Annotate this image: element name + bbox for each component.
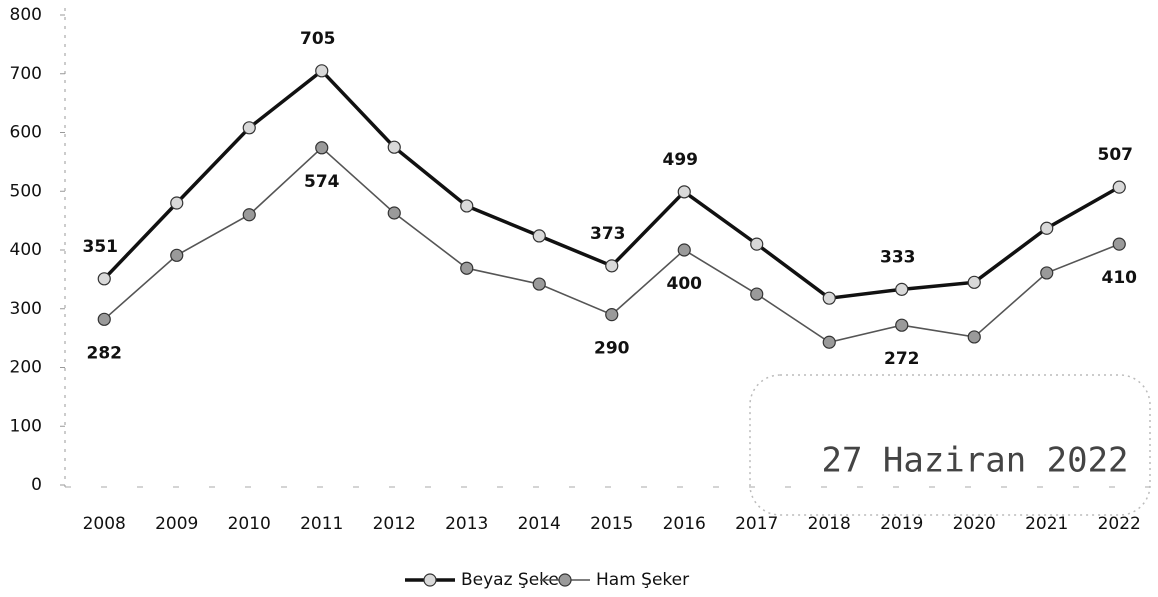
x-tick-label: 2016 [663, 514, 706, 534]
data-label: 400 [667, 274, 703, 294]
x-tick-label: 2017 [735, 514, 778, 534]
point [532, 229, 546, 243]
x-tick-label: 2008 [83, 514, 126, 534]
y-tick-label: 400 [10, 240, 42, 260]
point [242, 121, 256, 135]
stamp-text: 27 Haziran 2022 [821, 441, 1128, 481]
y-tick-label: 800 [10, 5, 42, 25]
point [460, 199, 474, 213]
point [822, 291, 836, 305]
data-label: 290 [594, 339, 630, 359]
data-label: 373 [590, 224, 626, 244]
point [677, 185, 691, 199]
x-tick-label: 2021 [1025, 514, 1068, 534]
point [967, 330, 981, 344]
x-tick-label: 2020 [953, 514, 996, 534]
x-tick-label: 2012 [373, 514, 416, 534]
stamp [749, 374, 1151, 516]
point [967, 275, 981, 289]
point [822, 335, 836, 349]
legend-marker [558, 573, 572, 587]
legend-label: Ham Şeker [596, 570, 689, 590]
data-label: 499 [663, 150, 699, 170]
point [605, 259, 619, 273]
legend-marker [423, 573, 437, 587]
x-tick-label: 2015 [590, 514, 633, 534]
point [532, 277, 546, 291]
point [460, 261, 474, 275]
data-label: 507 [1098, 145, 1134, 165]
data-label: 333 [880, 247, 916, 267]
y-tick-label: 100 [10, 416, 42, 436]
y-tick-label: 0 [31, 475, 42, 495]
x-tick-label: 2014 [518, 514, 561, 534]
y-tick-label: 700 [10, 64, 42, 84]
point [1112, 180, 1126, 194]
legend-item: Beyaz Şeker [405, 570, 566, 590]
point [97, 312, 111, 326]
legend-label: Beyaz Şeker [461, 570, 566, 590]
data-label: 351 [83, 237, 119, 257]
point [1040, 266, 1054, 280]
data-label: 272 [884, 349, 920, 369]
point [895, 282, 909, 296]
point [315, 64, 329, 78]
point [750, 237, 764, 251]
point [605, 308, 619, 322]
y-tick-label: 300 [10, 299, 42, 319]
x-tick-label: 2022 [1098, 514, 1141, 534]
x-tick-label: 2010 [228, 514, 271, 534]
point [242, 208, 256, 222]
x-tick-label: 2018 [808, 514, 851, 534]
legend-item: Ham Şeker [540, 570, 689, 590]
y-tick-label: 200 [10, 358, 42, 378]
x-tick-label: 2011 [300, 514, 343, 534]
point [1040, 221, 1054, 235]
data-label: 282 [87, 343, 123, 363]
point [97, 272, 111, 286]
point [170, 248, 184, 262]
data-label: 705 [300, 29, 336, 49]
point [387, 206, 401, 220]
y-tick-label: 500 [10, 181, 42, 201]
point [170, 196, 184, 210]
point [387, 140, 401, 154]
point [677, 243, 691, 257]
x-tick-label: 2019 [880, 514, 923, 534]
data-label: 574 [304, 172, 340, 192]
point [315, 141, 329, 155]
point [1112, 237, 1126, 251]
x-tick-label: 2009 [155, 514, 198, 534]
point [895, 318, 909, 332]
data-label: 410 [1102, 268, 1138, 288]
y-tick-label: 600 [10, 123, 42, 143]
point [750, 287, 764, 301]
x-tick-label: 2013 [445, 514, 488, 534]
